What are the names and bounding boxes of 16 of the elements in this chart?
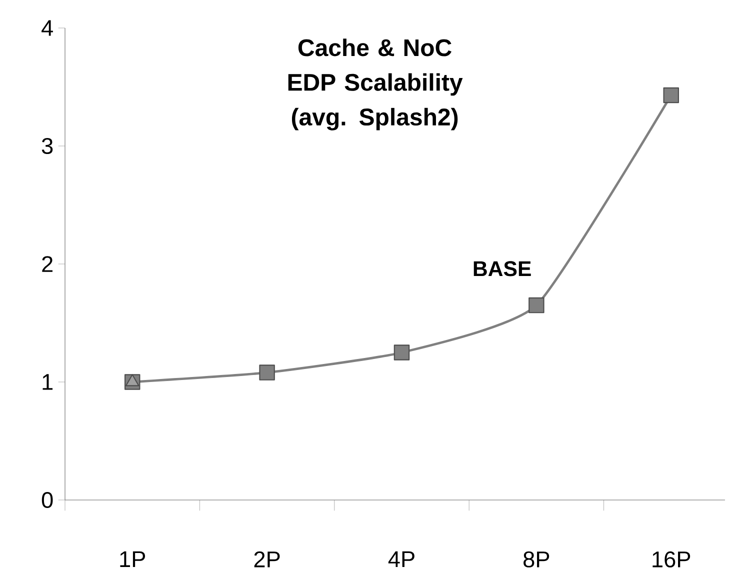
y-tick-label: 2 [42, 256, 52, 272]
x-tick-label: 4P [388, 551, 414, 567]
x-tick-label: 16P [652, 551, 690, 568]
y-tick-label: 0 [42, 492, 53, 508]
x-tick-label: 2P [254, 551, 280, 568]
x-tick-label: 1P [120, 551, 146, 567]
x-tick-label: 8P [524, 551, 550, 568]
y-tick-label: 4 [42, 20, 53, 36]
point [394, 344, 410, 360]
point [259, 364, 275, 380]
y-tick-label: 1 [42, 374, 53, 390]
y-tick-label: 3 [42, 138, 53, 154]
annotation: BASE [474, 261, 531, 276]
point [663, 87, 679, 104]
point [528, 297, 544, 314]
text: Cache & NoC EDP Scalability (avg. Splash2) [288, 38, 463, 130]
